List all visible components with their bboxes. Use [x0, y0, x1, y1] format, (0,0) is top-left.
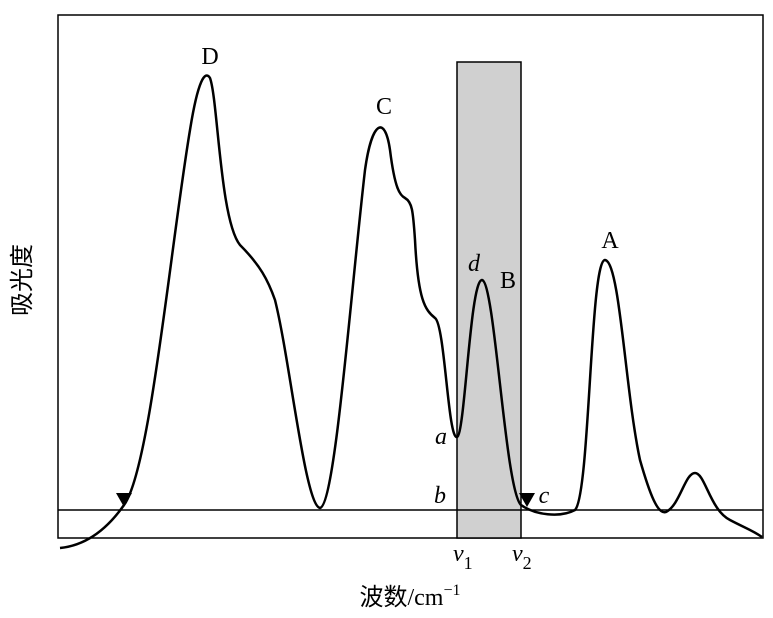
band-edge-symbol: v [453, 541, 464, 567]
x-axis-superscript: −1 [443, 582, 460, 599]
band-edge-label: v2 [512, 541, 532, 573]
baseline-marker [519, 493, 535, 507]
peak-label: C [376, 94, 392, 120]
point-label: c [539, 483, 550, 509]
peak-label: A [601, 228, 619, 254]
peak-label: B [500, 268, 516, 294]
point-label: d [468, 251, 481, 277]
band-edge-subscript: 1 [464, 553, 473, 573]
band-edge-label: v1 [453, 541, 473, 573]
peak-label: D [201, 44, 218, 70]
y-axis-label: 吸光度 [9, 244, 36, 316]
baseline-marker [116, 493, 132, 507]
frame [57, 14, 764, 539]
band-edge-symbol: v [512, 541, 523, 567]
band-edge-subscript: 2 [523, 553, 532, 573]
spectrum-curve [59, 74, 763, 550]
point-label: b [434, 483, 446, 509]
x-axis-text: 波数/cm [359, 584, 443, 611]
x-axis-label: 波数/cm−1 [359, 582, 460, 611]
point-label: a [435, 424, 447, 450]
